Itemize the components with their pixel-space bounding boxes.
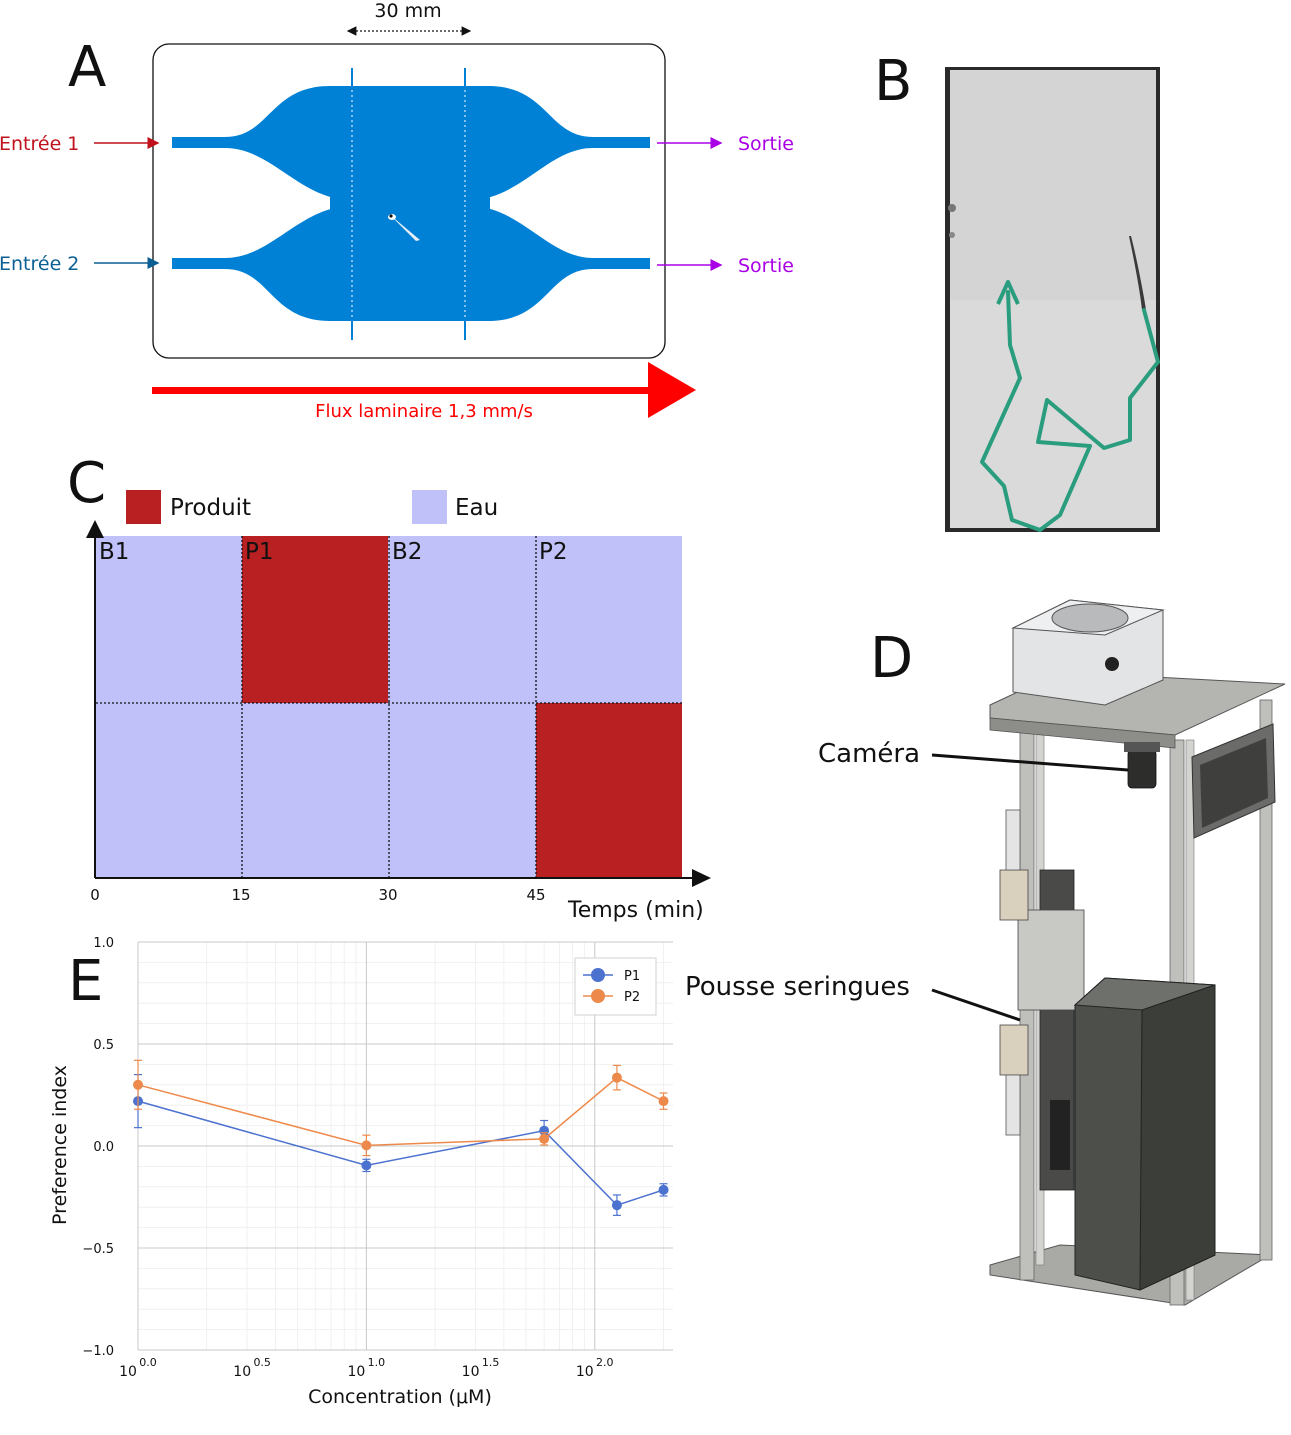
data-point-p2 — [361, 1140, 372, 1151]
video-upper-half — [950, 70, 1156, 300]
chart-x-tick-label: 10 — [576, 1364, 594, 1380]
data-point-p1 — [658, 1184, 669, 1195]
chart-y-tick-label: 1.0 — [93, 936, 114, 951]
pump-carriage — [1017, 909, 1085, 1011]
c-x-axis-arrow — [692, 869, 711, 887]
flow-label: Flux laminaire 1,3 mm/s — [315, 401, 533, 422]
chart-x-tick-label: 10 — [462, 1364, 480, 1380]
p2-product-cell — [536, 703, 682, 878]
video-artifact — [948, 204, 956, 212]
panel-d: D Caméra P — [685, 599, 1286, 1306]
chart-y-tick-label: −0.5 — [82, 1242, 114, 1257]
enclosure-side — [1139, 984, 1216, 1291]
outlet2-label: Sortie — [738, 255, 794, 277]
c-x-axis-label: Temps (min) — [567, 898, 704, 923]
frame-column — [1259, 699, 1273, 1261]
legend-marker-p2 — [591, 989, 605, 1003]
width-label: 30 mm — [374, 0, 441, 22]
chart-x-tick-label: 10 — [119, 1364, 137, 1380]
data-point-p2 — [539, 1133, 550, 1144]
legend-marker-p1 — [591, 968, 605, 982]
fan-icon — [1051, 603, 1129, 633]
syringe — [1005, 809, 1021, 871]
legend-water-label: Eau — [455, 495, 498, 521]
fish-larva-icon — [388, 214, 420, 241]
phase-label-b2: B2 — [392, 539, 422, 565]
chart-y-axis-label: Preference index — [49, 1065, 71, 1225]
syringe-holder — [999, 1024, 1029, 1076]
phase-label-b1: B1 — [99, 539, 129, 565]
chart-x-tick-exponent: 1.0 — [368, 1356, 386, 1369]
chart-x-tick-exponent: 2.0 — [596, 1356, 614, 1369]
panel-c: C Produit Eau B1 P1 B2 P2 0 15 30 45 Tem… — [67, 451, 711, 923]
pump-motor — [1050, 1100, 1070, 1170]
panel-a: A 30 mm Entrée 1 Entrée 2 Sortie Sortie — [0, 0, 794, 422]
inlet1-label: Entrée 1 — [0, 133, 79, 155]
c-x-tick: 15 — [231, 886, 250, 904]
display-screen-surface — [1200, 738, 1268, 828]
flow-arrow-shaft — [152, 387, 652, 394]
video-lower-half — [950, 300, 1156, 528]
flow-arrow-head — [648, 362, 696, 418]
camera-icon — [1127, 749, 1157, 789]
phase-label-p2: P2 — [539, 539, 568, 565]
chart-x-tick-exponent: 0.5 — [253, 1356, 271, 1369]
outlet1-label: Sortie — [738, 133, 794, 155]
lower-channel — [172, 206, 650, 321]
chart-y-tick-label: 0.5 — [93, 1038, 114, 1053]
chart-x-tick-label: 10 — [233, 1364, 251, 1380]
chart-x-axis-label: Concentration (μM) — [308, 1386, 492, 1408]
panel-d-letter: D — [870, 626, 913, 691]
data-point-p1 — [361, 1160, 372, 1171]
c-x-tick: 30 — [378, 886, 397, 904]
data-point-p2 — [133, 1079, 143, 1090]
panel-b: B — [874, 49, 1160, 532]
phase-label-p1: P1 — [245, 539, 274, 565]
data-point-p2 — [611, 1072, 622, 1083]
data-point-p2 — [658, 1096, 669, 1107]
syringe — [1005, 1074, 1021, 1136]
c-x-tick: 0 — [90, 886, 100, 904]
chamber-junction — [330, 196, 490, 210]
chart-y-tick-label: −1.0 — [82, 1344, 114, 1359]
camera-label: Caméra — [818, 739, 920, 769]
panel-a-letter: A — [68, 35, 106, 100]
camera-callout-line — [931, 753, 1129, 772]
fish-icon — [1129, 236, 1146, 310]
upper-channel — [172, 86, 650, 200]
legend-label-p2: P2 — [624, 990, 640, 1005]
legend-label-p1: P1 — [624, 969, 640, 984]
power-connector-icon — [1105, 657, 1119, 671]
legend-product-swatch — [126, 490, 161, 524]
p1-product-cell — [242, 536, 388, 703]
top-plate-edge — [989, 717, 1176, 749]
c-x-tick: 45 — [526, 886, 545, 904]
chart-x-tick-exponent: 1.5 — [482, 1356, 500, 1369]
preference-chart: 1.00.50.0−0.5−1.0100.0100.5101.0101.5102… — [82, 936, 673, 1380]
chart-legend — [574, 957, 657, 1016]
fish-trajectory — [980, 290, 1160, 532]
chart-x-tick-label: 10 — [347, 1364, 365, 1380]
trajectory-arrowhead — [996, 280, 1020, 305]
legend-product-label: Produit — [170, 495, 251, 521]
panel-b-letter: B — [874, 49, 912, 114]
chart-x-tick-exponent: 0.0 — [139, 1356, 157, 1369]
inlet2-label: Entrée 2 — [0, 253, 79, 275]
panel-e-letter: E — [68, 949, 103, 1014]
pump-callout-line — [931, 988, 1021, 1022]
syringe-holder — [999, 869, 1029, 921]
panel-c-letter: C — [67, 451, 106, 516]
pump-label: Pousse seringues — [685, 972, 910, 1002]
data-point-p1 — [611, 1200, 622, 1211]
panel-e: E 1.00.50.0−0.5−1.0100.0100.5101.0101.51… — [49, 936, 673, 1408]
chart-y-tick-label: 0.0 — [93, 1140, 114, 1155]
c-y-axis-arrow — [86, 520, 104, 538]
legend-water-swatch — [412, 490, 447, 524]
camera-mount — [1124, 742, 1160, 752]
video-artifact — [949, 232, 955, 238]
